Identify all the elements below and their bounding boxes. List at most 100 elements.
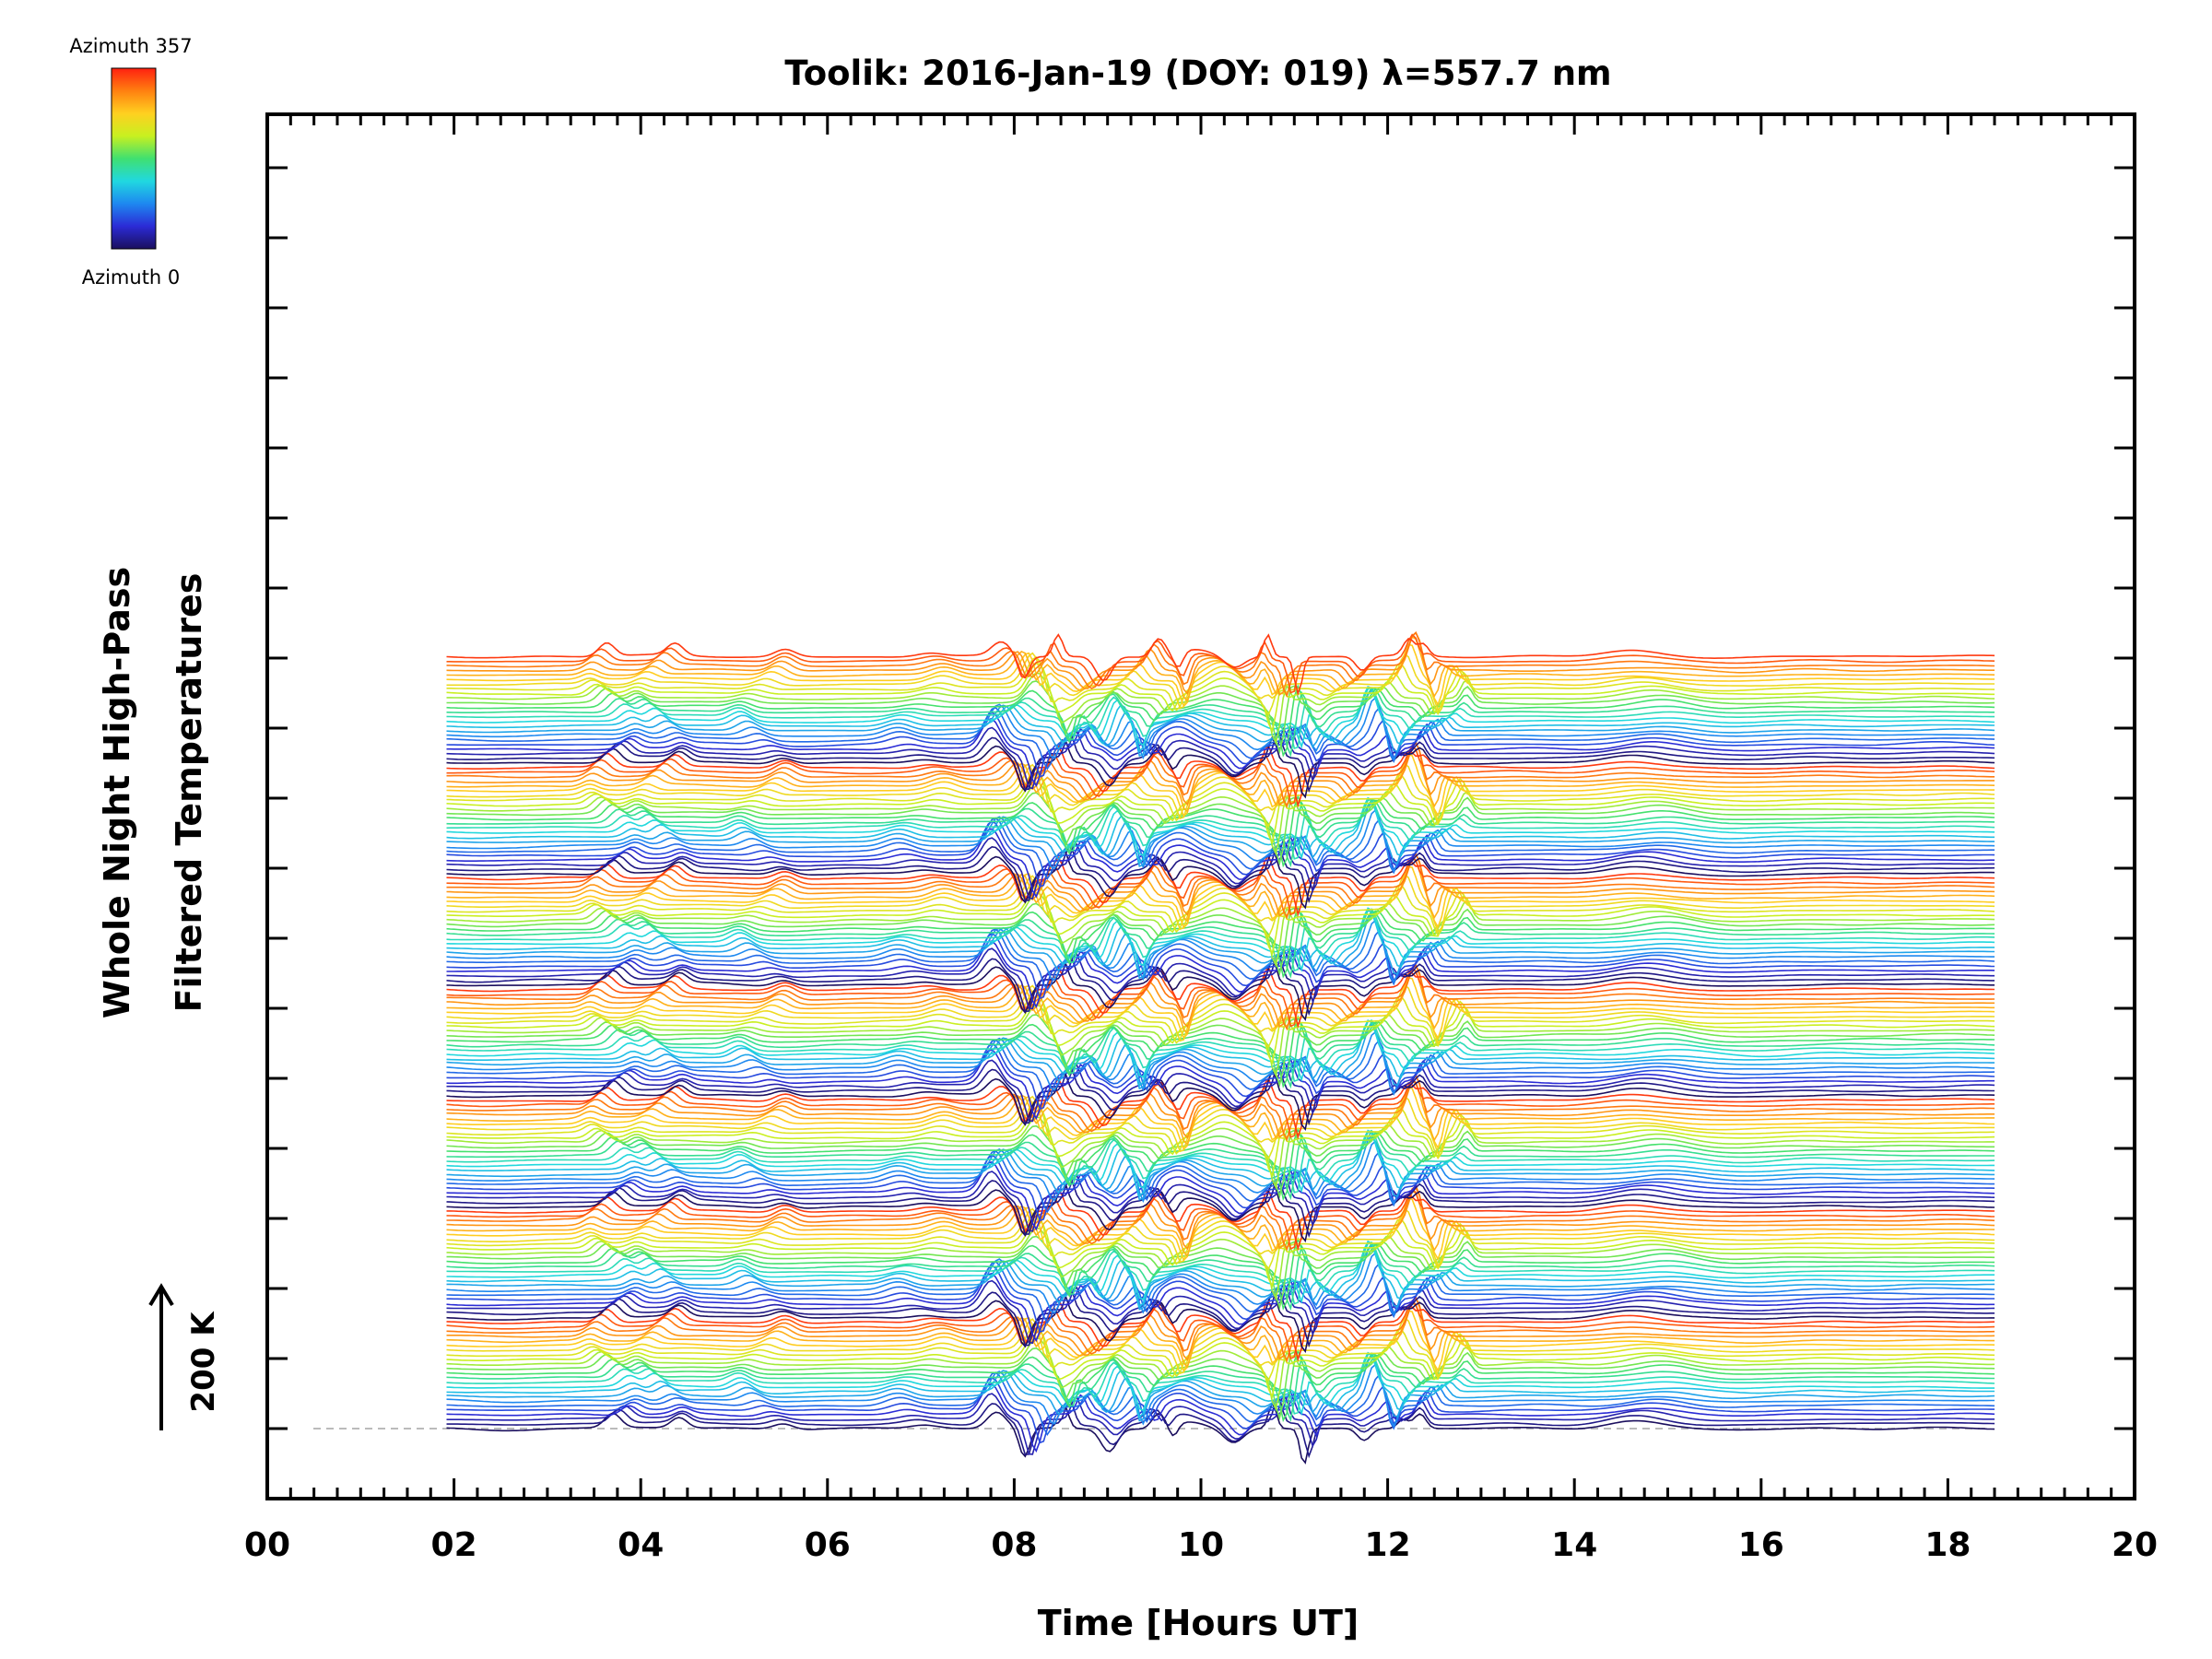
trace-line: [446, 1134, 1995, 1201]
trace-line: [446, 808, 1995, 873]
trace-line: [446, 782, 1995, 856]
trace-line: [446, 912, 1995, 980]
trace-line: [446, 753, 1995, 818]
trace-line: [446, 772, 1995, 845]
trace-line: [446, 1087, 1995, 1151]
trace-line: [446, 1328, 1995, 1399]
trace-line: [446, 796, 1995, 860]
trace-line: [446, 762, 1995, 823]
x-tick-label: 18: [1924, 1526, 1971, 1564]
trace-line: [446, 1348, 1995, 1423]
trace-line: [446, 957, 1995, 1021]
x-tick-label: 08: [991, 1526, 1037, 1564]
trace-line: [446, 686, 1995, 749]
trace-line: [446, 1363, 1995, 1428]
trace-line: [446, 680, 1995, 755]
trace-line: [446, 843, 1995, 904]
trace-line: [446, 1171, 1995, 1232]
trace-line: [446, 1396, 1995, 1459]
x-tick-label: 04: [618, 1526, 664, 1564]
trace-line: [446, 820, 1995, 888]
trace-line: [446, 1129, 1995, 1194]
trace-line: [446, 1100, 1995, 1160]
trace-line: [446, 1351, 1995, 1417]
trace-line: [446, 940, 1995, 1008]
trace-line: [446, 1129, 1995, 1194]
trace-line: [446, 633, 1995, 697]
trace-line: [446, 1019, 1995, 1083]
trace-line: [446, 1316, 1995, 1378]
trace-line: [446, 1019, 1995, 1088]
trace-line: [446, 1352, 1995, 1419]
trace-line: [446, 1074, 1995, 1142]
trace-line: [446, 1131, 1995, 1198]
y-axis-label-line2: Filtered Temperatures: [169, 573, 209, 1013]
trace-line: [446, 706, 1995, 771]
trace-line: [446, 684, 1995, 758]
trace-line: [446, 1042, 1995, 1111]
trace-line: [446, 1300, 1995, 1360]
colorbar: Azimuth 357 Azimuth 0: [69, 35, 192, 288]
trace-line: [446, 697, 1995, 761]
trace-line: [446, 853, 1995, 917]
trace-line: [446, 995, 1995, 1065]
chart-title: Toolik: 2016-Jan-19 (DOY: 019) λ=557.7 n…: [784, 53, 1611, 93]
trace-line: [446, 1077, 1995, 1138]
trace-line: [446, 687, 1995, 750]
trace-line: [446, 1382, 1995, 1453]
trace-line: [446, 686, 1995, 753]
trace-line: [446, 1039, 1995, 1102]
trace-line: [446, 1355, 1995, 1422]
trace-line: [446, 1014, 1995, 1088]
x-tick-label: 20: [2112, 1526, 2158, 1564]
trace-line: [446, 908, 1995, 972]
trace-line: [446, 732, 1995, 794]
trace-line: [446, 633, 1995, 694]
trace-line: [446, 1336, 1995, 1412]
trace-line: [446, 652, 1995, 712]
trace-line: [446, 1237, 1995, 1311]
trace-line: [446, 1149, 1995, 1214]
trace-line: [446, 672, 1995, 746]
trace-line: [446, 1187, 1995, 1252]
trace-line: [446, 910, 1995, 979]
scale-arrow-head: [148, 1283, 174, 1307]
trace-line: [446, 1004, 1995, 1078]
trace-line: [446, 983, 1995, 1044]
trace-line: [446, 1287, 1995, 1348]
trace-line: [446, 1252, 1995, 1316]
trace-line: [446, 885, 1995, 956]
trace-line: [446, 662, 1995, 734]
trace-line: [446, 1030, 1995, 1096]
trace-line: [446, 909, 1995, 975]
trace-line: [446, 928, 1995, 993]
trace-line: [446, 1227, 1995, 1301]
trace-line: [446, 1279, 1995, 1345]
trace-line: [446, 988, 1995, 1049]
trace-line: [446, 1242, 1995, 1312]
trace-line: [446, 1095, 1995, 1155]
trace-line: [446, 1176, 1995, 1239]
x-tick-label: 06: [805, 1526, 851, 1564]
trace-line: [446, 1059, 1995, 1123]
trace-line: [446, 1241, 1995, 1309]
trace-line: [446, 1130, 1995, 1201]
trace-line: [446, 1197, 1995, 1262]
trace-line: [446, 687, 1995, 758]
trace-line: [446, 1322, 1995, 1382]
trace-line: [446, 1218, 1995, 1288]
trace-line: [446, 817, 1995, 880]
trace-line: [446, 1154, 1995, 1222]
trace-line: [446, 767, 1995, 828]
trace-line: [446, 954, 1995, 1017]
x-tick-label: 16: [1738, 1526, 1784, 1564]
trace-line: [446, 801, 1995, 868]
trace-line: [446, 798, 1995, 860]
trace-line: [446, 1235, 1995, 1311]
x-tick-labels: 00 02 04 06 08 10 12 14 16 18 20: [244, 1526, 2158, 1564]
trace-line: [446, 735, 1995, 799]
axis-ticks: [265, 114, 2136, 1499]
colorbar-bottom-label: Azimuth 0: [82, 266, 181, 288]
trace-line: [446, 1371, 1995, 1437]
trace-line: [446, 1298, 1995, 1362]
